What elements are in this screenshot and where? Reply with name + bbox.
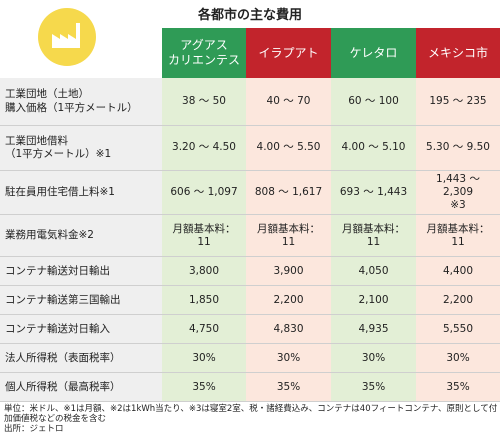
cost-table: アグアス カリエンテス イラプアト ケレタロ メキシコ市 工業団地（土地） 購入価格…	[0, 28, 500, 403]
table-cell: 4,830	[246, 314, 331, 345]
table-cell: 606 〜 1,097	[162, 170, 246, 216]
factory-icon	[52, 23, 80, 48]
table-cell: 3,800	[162, 256, 246, 287]
row-label: 業務用電気料金※2	[0, 214, 162, 258]
table-cell: 808 〜 1,617	[246, 170, 331, 216]
table-cell: 5,550	[416, 314, 500, 345]
table-row: 業務用電気料金※2 月額基本料： 11 月額基本料： 11 月額基本料： 11 月額基本料： 1…	[0, 214, 500, 258]
table-cell: 5.30 〜 9.50	[416, 125, 500, 171]
footnote-units: 単位：米ドル、※1は月額、※2は1kWh当たり、※3は寝室2室、税・諸経費込み、…	[4, 404, 498, 425]
table-cell: 4,050	[331, 256, 416, 287]
table-cell: 195 〜 235	[416, 78, 500, 126]
table-row: コンテナ輸送対日輸出 3,800 3,900 4,050 4,400	[0, 256, 500, 287]
table-cell: 693 〜 1,443	[331, 170, 416, 216]
table-cell: 1,443 〜 2,309 ※3	[416, 170, 500, 216]
table-cell: 38 〜 50	[162, 78, 246, 126]
figure-title: 各都市の主な費用	[197, 8, 302, 23]
table-cell: 1,850	[162, 285, 246, 316]
table-cell: 30%	[162, 343, 246, 374]
header-aguascalientes: アグアス カリエンテス	[162, 28, 246, 78]
row-label: 個人所得税（最高税率）	[0, 372, 162, 403]
row-label: 駐在員用住宅借上料※1	[0, 170, 162, 216]
table-cell: 4,750	[162, 314, 246, 345]
row-label: コンテナ輸送対日輸出	[0, 256, 162, 287]
footnote-source: 出所：ジェトロ	[4, 424, 64, 435]
table-cell: 30%	[246, 343, 331, 374]
table-cell: 4,935	[331, 314, 416, 345]
table-cell: 30%	[331, 343, 416, 374]
table-cell: 3.20 〜 4.50	[162, 125, 246, 171]
table-cell: 30%	[416, 343, 500, 374]
table-cell: 月額基本料： 11	[246, 214, 331, 258]
factory-logo	[38, 8, 96, 66]
table-cell: 月額基本料： 11	[331, 214, 416, 258]
header-row: アグアス カリエンテス イラプアト ケレタロ メキシコ市	[0, 28, 500, 78]
table-row: コンテナ輸送対日輸入 4,750 4,830 4,935 5,550	[0, 314, 500, 345]
table-row: 個人所得税（最高税率） 35% 35% 35% 35%	[0, 372, 500, 403]
header-mexico-city: メキシコ市	[416, 28, 500, 78]
table-cell: 2,200	[416, 285, 500, 316]
table-cell: 35%	[162, 372, 246, 403]
table-row: 駐在員用住宅借上料※1 606 〜 1,097 808 〜 1,617 693 〜 1…	[0, 170, 500, 216]
footnotes: 単位：米ドル、※1は月額、※2は1kWh当たり、※3は寝室2室、税・諸経費込み、…	[4, 404, 498, 435]
table-cell: 35%	[246, 372, 331, 403]
row-label: 法人所得税（表面税率）	[0, 343, 162, 374]
table-cell: 月額基本料： 11	[162, 214, 246, 258]
table-cell: 4.00 〜 5.50	[246, 125, 331, 171]
table-row: 工業団地（土地） 購入価格（1平方メートル） 38 〜 50 40 〜 70 60 〜 …	[0, 78, 500, 126]
row-label: コンテナ輸送対日輸入	[0, 314, 162, 345]
table-cell: 4,400	[416, 256, 500, 287]
table-row: コンテナ輸送第三国輸出 1,850 2,200 2,100 2,200	[0, 285, 500, 316]
table-cell: 35%	[331, 372, 416, 403]
table-cell: 3,900	[246, 256, 331, 287]
row-label: 工業団地借料 （1平方メートル）※1	[0, 125, 162, 171]
table-cell: 40 〜 70	[246, 78, 331, 126]
table-cell: 60 〜 100	[331, 78, 416, 126]
header-irapuato: イラプアト	[246, 28, 331, 78]
table-cell: 35%	[416, 372, 500, 403]
header-queretaro: ケレタロ	[331, 28, 416, 78]
table-cell: 4.00 〜 5.10	[331, 125, 416, 171]
table-cell: 月額基本料： 11	[416, 214, 500, 258]
table-row: 法人所得税（表面税率） 30% 30% 30% 30%	[0, 343, 500, 374]
row-label: 工業団地（土地） 購入価格（1平方メートル）	[0, 78, 162, 126]
row-label: コンテナ輸送第三国輸出	[0, 285, 162, 316]
table-cell: 2,100	[331, 285, 416, 316]
table-cell: 2,200	[246, 285, 331, 316]
table-row: 工業団地借料 （1平方メートル）※1 3.20 〜 4.50 4.00 〜 5.50 4…	[0, 125, 500, 171]
